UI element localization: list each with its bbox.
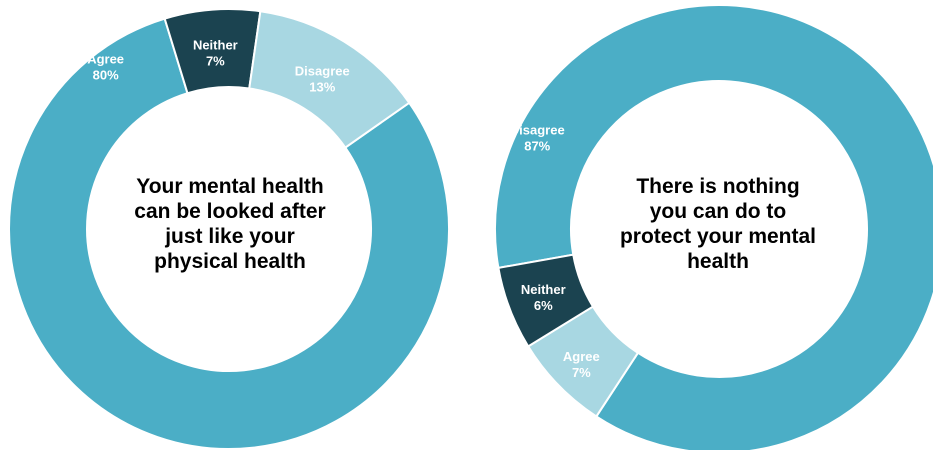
slice-value-disagree: 13% bbox=[309, 79, 335, 94]
slice-value-disagree: 87% bbox=[524, 138, 550, 153]
slice-label-neither: Neither bbox=[193, 38, 238, 53]
slice-value-neither: 6% bbox=[534, 298, 553, 313]
slice-value-agree: 80% bbox=[93, 67, 119, 82]
slice-value-neither: 7% bbox=[206, 54, 225, 69]
chart-1-center-title: Your mental health can be looked after j… bbox=[134, 175, 326, 273]
slice-disagree bbox=[248, 10, 411, 149]
slice-label-agree: Agree bbox=[87, 51, 124, 66]
slice-neither bbox=[497, 253, 595, 348]
slice-label-disagree: Disagree bbox=[295, 63, 350, 78]
slice-value-agree: 7% bbox=[572, 365, 591, 380]
chart-2-center-title: There is nothing you can do to protect y… bbox=[619, 175, 817, 273]
slice-label-neither: Neither bbox=[521, 282, 566, 297]
slice-label-disagree: Disagree bbox=[510, 122, 565, 137]
slice-agree bbox=[8, 17, 450, 450]
slice-label-agree: Agree bbox=[563, 349, 600, 364]
